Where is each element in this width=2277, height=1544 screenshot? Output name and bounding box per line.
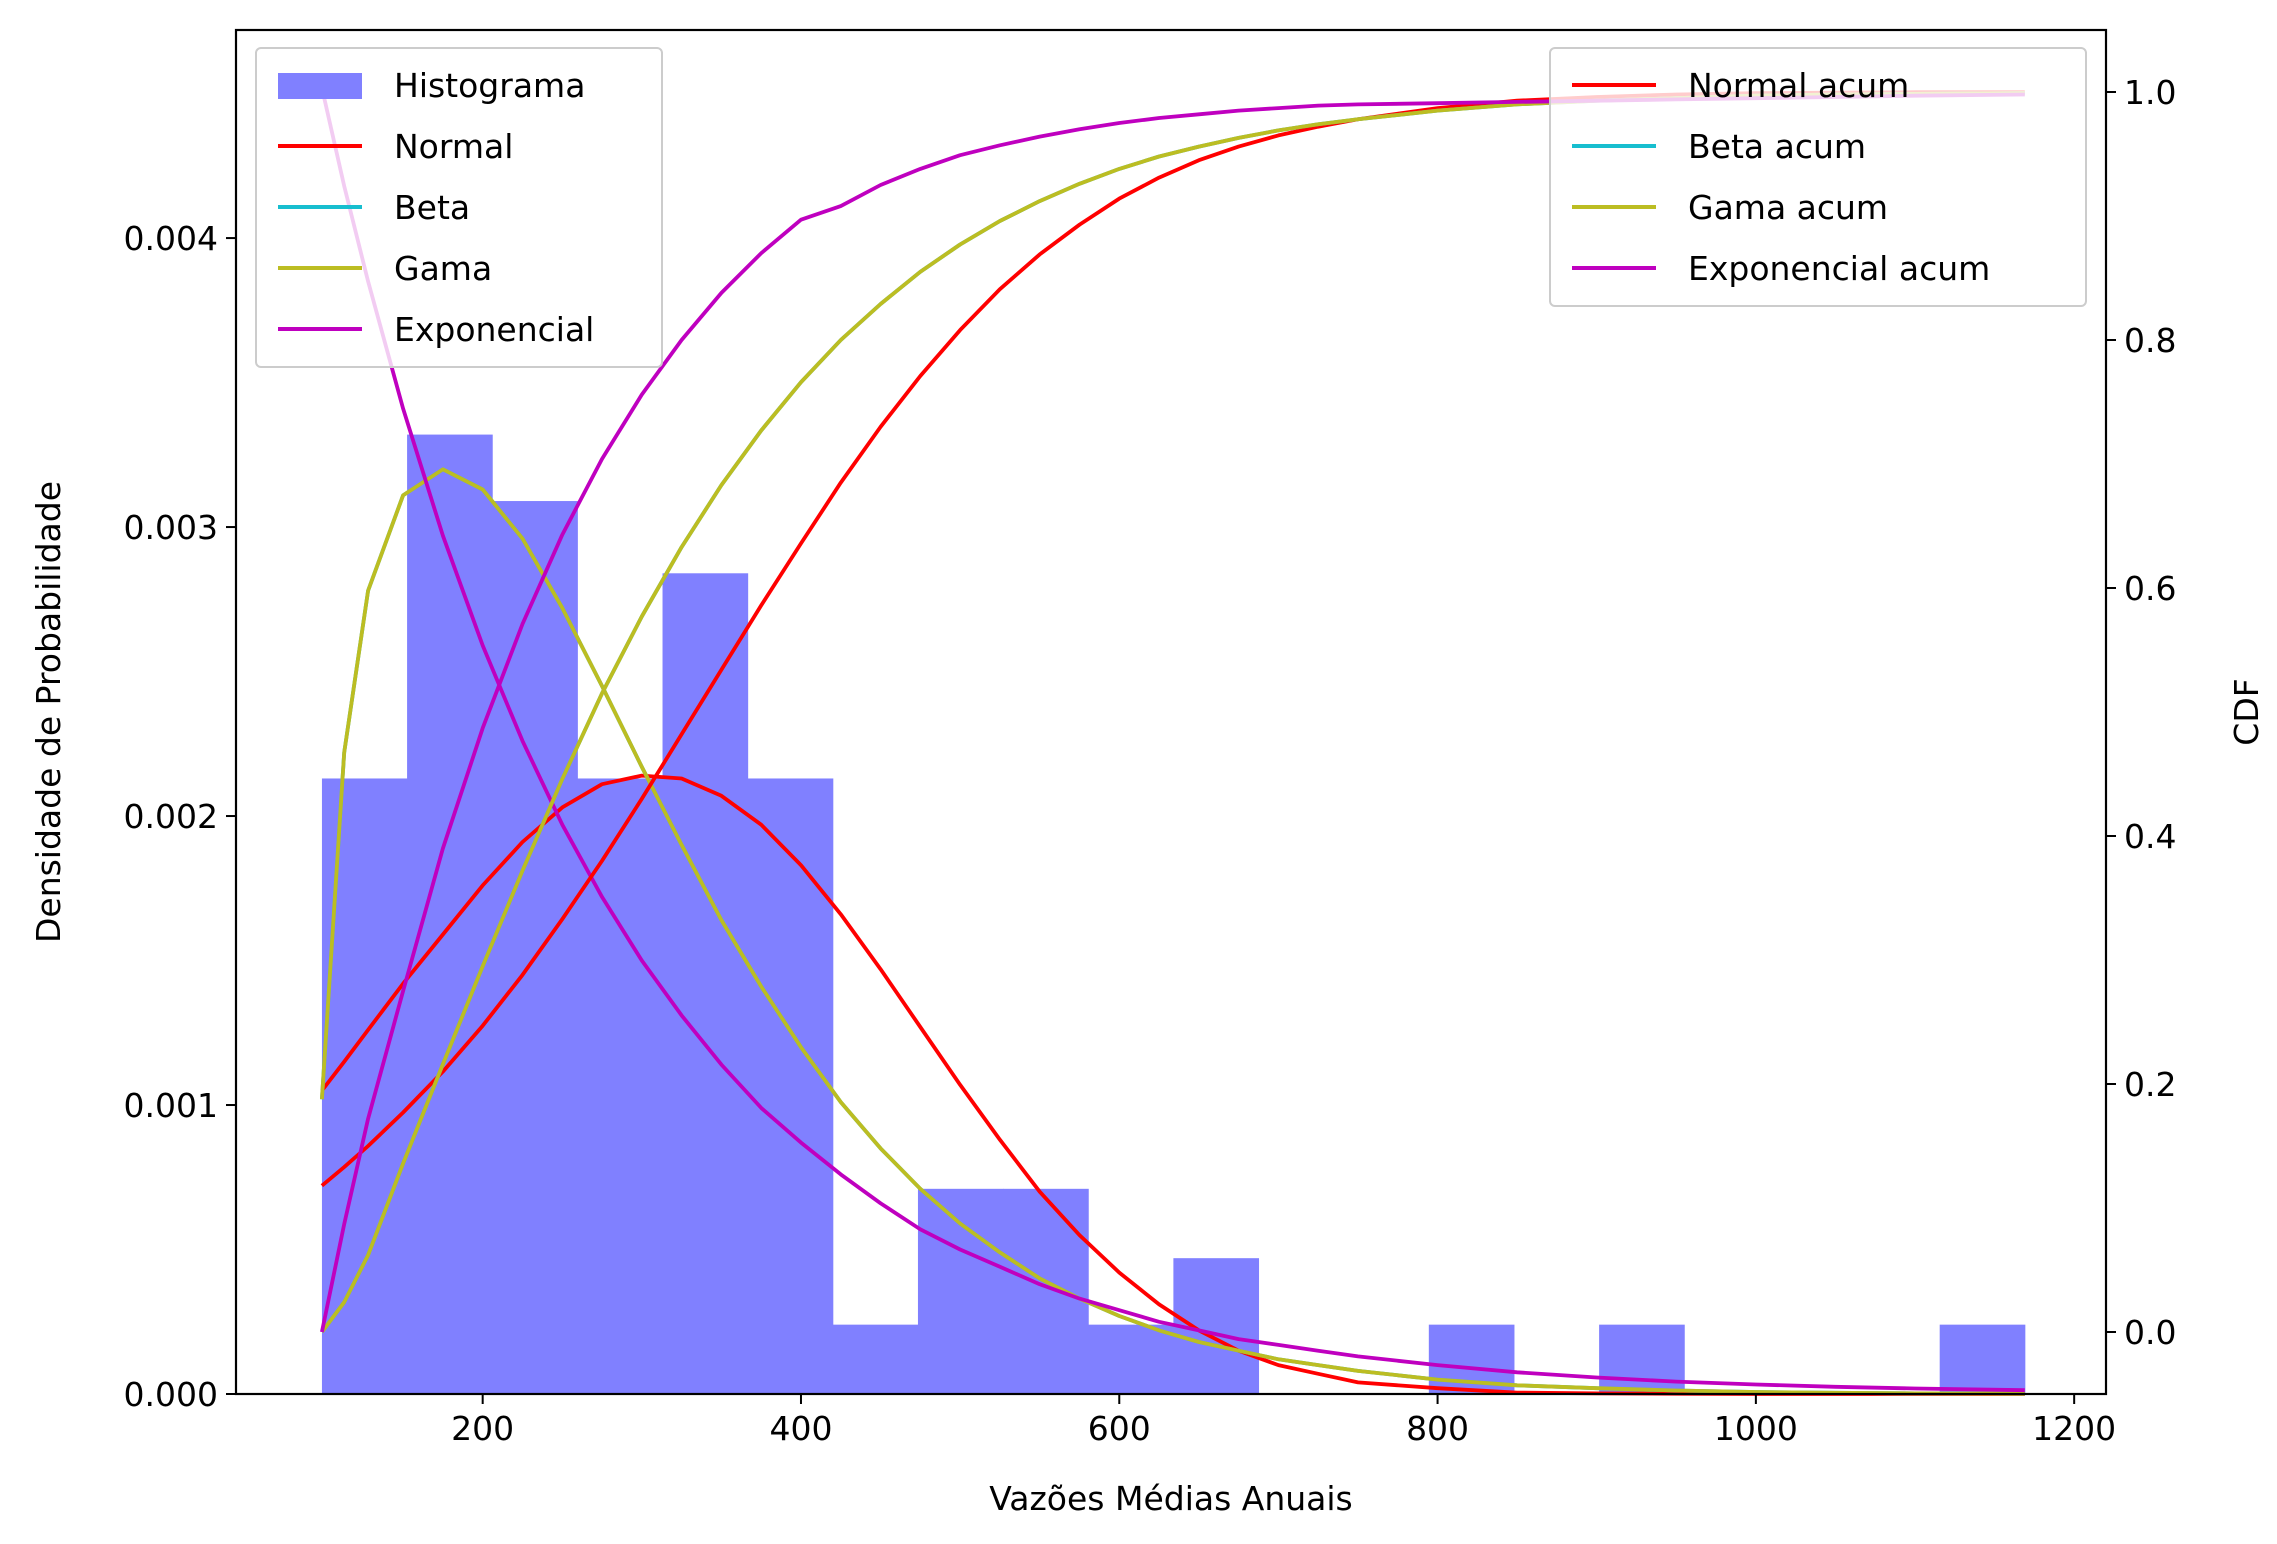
- x-tick-label: 200: [451, 1409, 514, 1448]
- legend-label-beta: Beta: [394, 188, 470, 227]
- y-left-tick-label: 0.000: [124, 1375, 218, 1414]
- y-axis-right-title: CDF: [2227, 678, 2266, 745]
- x-tick-label: 1000: [1714, 1409, 1798, 1448]
- x-tick-label: 400: [769, 1409, 832, 1448]
- pdf-normal-line: [320, 773, 2025, 1396]
- legend-label-exponencial: Exponencial: [394, 310, 594, 349]
- y-right-tick-label: 0.2: [2124, 1065, 2176, 1104]
- histogram-bar: [407, 434, 493, 1394]
- legend-label-gama-acum: Gama acum: [1688, 188, 1888, 227]
- legend-label-exponencial-acum: Exponencial acum: [1688, 249, 1990, 288]
- y-axis-right: 0.0 0.2 0.4 0.6 0.8 1.0: [2106, 73, 2176, 1352]
- legend-label-gama: Gama: [394, 249, 492, 288]
- y-left-tick-label: 0.002: [124, 797, 218, 836]
- plot-frame: [234, 28, 2108, 1396]
- legend-right: Normal acum Beta acum Gama acum Exponencial…: [1549, 47, 2087, 307]
- histogram-bar: [492, 501, 578, 1394]
- x-tick-label: 1200: [2032, 1409, 2116, 1448]
- cdf-exponencial-acum-line: [320, 92, 2025, 1333]
- legend-label-histograma: Histograma: [394, 66, 585, 105]
- pdf-exponencial-line: [320, 87, 2025, 1393]
- histogram-bar: [1088, 1324, 1174, 1394]
- histogram-bar: [662, 573, 749, 1394]
- y-right-tick-label: 0.0: [2124, 1313, 2176, 1352]
- histogram-bar: [1003, 1188, 1089, 1394]
- y-right-tick-label: 0.8: [2124, 321, 2176, 360]
- legend-label-beta-acum: Beta acum: [1688, 127, 1866, 166]
- y-left-tick-label: 0.001: [124, 1086, 218, 1125]
- y-right-tick-label: 0.4: [2124, 817, 2176, 856]
- histogram-bar: [917, 1188, 1004, 1394]
- y-right-tick-label: 0.6: [2124, 569, 2176, 608]
- legend-label-normal-acum: Normal acum: [1688, 66, 1909, 105]
- pdf-lines-layer: [320, 87, 2025, 1396]
- histogram-bar: [1599, 1324, 1685, 1394]
- x-tick-label: 600: [1088, 1409, 1151, 1448]
- histogram-bar: [1939, 1324, 2026, 1394]
- legend-left: Histograma Normal Beta Gama Exponencial: [255, 47, 663, 368]
- y-axis-left-title: Densidade de Probabilidade: [29, 481, 68, 943]
- legend-swatch-histograma: [278, 73, 362, 99]
- histogram-bar: [832, 1324, 919, 1394]
- y-left-tick-label: 0.003: [124, 508, 218, 547]
- y-right-tick-label: 1.0: [2124, 73, 2176, 112]
- x-tick-label: 800: [1406, 1409, 1469, 1448]
- pdf-gama-line: [320, 467, 2025, 1396]
- x-axis-title: Vazões Médias Anuais: [989, 1479, 1353, 1518]
- y-left-tick-label: 0.004: [124, 219, 218, 258]
- legend-frame: [255, 47, 663, 368]
- histogram-bar: [577, 778, 664, 1394]
- legend-frame: [1549, 47, 2087, 307]
- cdf-lines-layer: [320, 90, 2025, 1334]
- legend-label-normal: Normal: [394, 127, 513, 166]
- histogram-bar: [747, 778, 834, 1394]
- y-axis-left: 0.000 0.001 0.002 0.003 0.004: [124, 219, 236, 1414]
- x-axis: 200 400 600 800 1000 1200: [451, 1394, 2116, 1448]
- histogram-layer: [321, 434, 2026, 1394]
- cdf-gama-acum-line: [320, 91, 2025, 1334]
